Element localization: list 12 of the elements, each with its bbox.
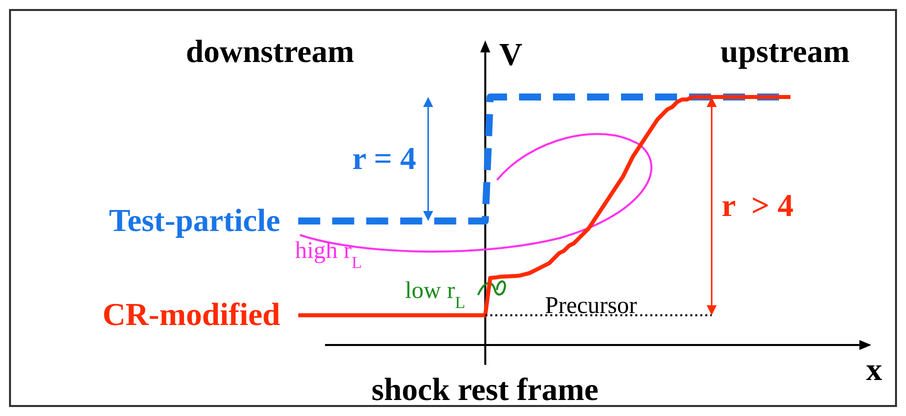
x-axis-title: x [866,351,882,387]
text: downstream [186,33,354,69]
y-axis-title: V [499,36,522,72]
annotation: Precursor [545,293,637,319]
annotation: low r$_{L}$ [405,278,466,312]
series-label: Test-particle [108,202,280,238]
series-label: CR-modified [102,296,280,332]
text: upstream [720,33,850,69]
annotation: r > 4 [722,187,794,224]
text: shock rest frame [372,371,598,407]
annotation: r = 4 [352,140,416,176]
annotation: high r$_{L}$ [295,238,362,272]
